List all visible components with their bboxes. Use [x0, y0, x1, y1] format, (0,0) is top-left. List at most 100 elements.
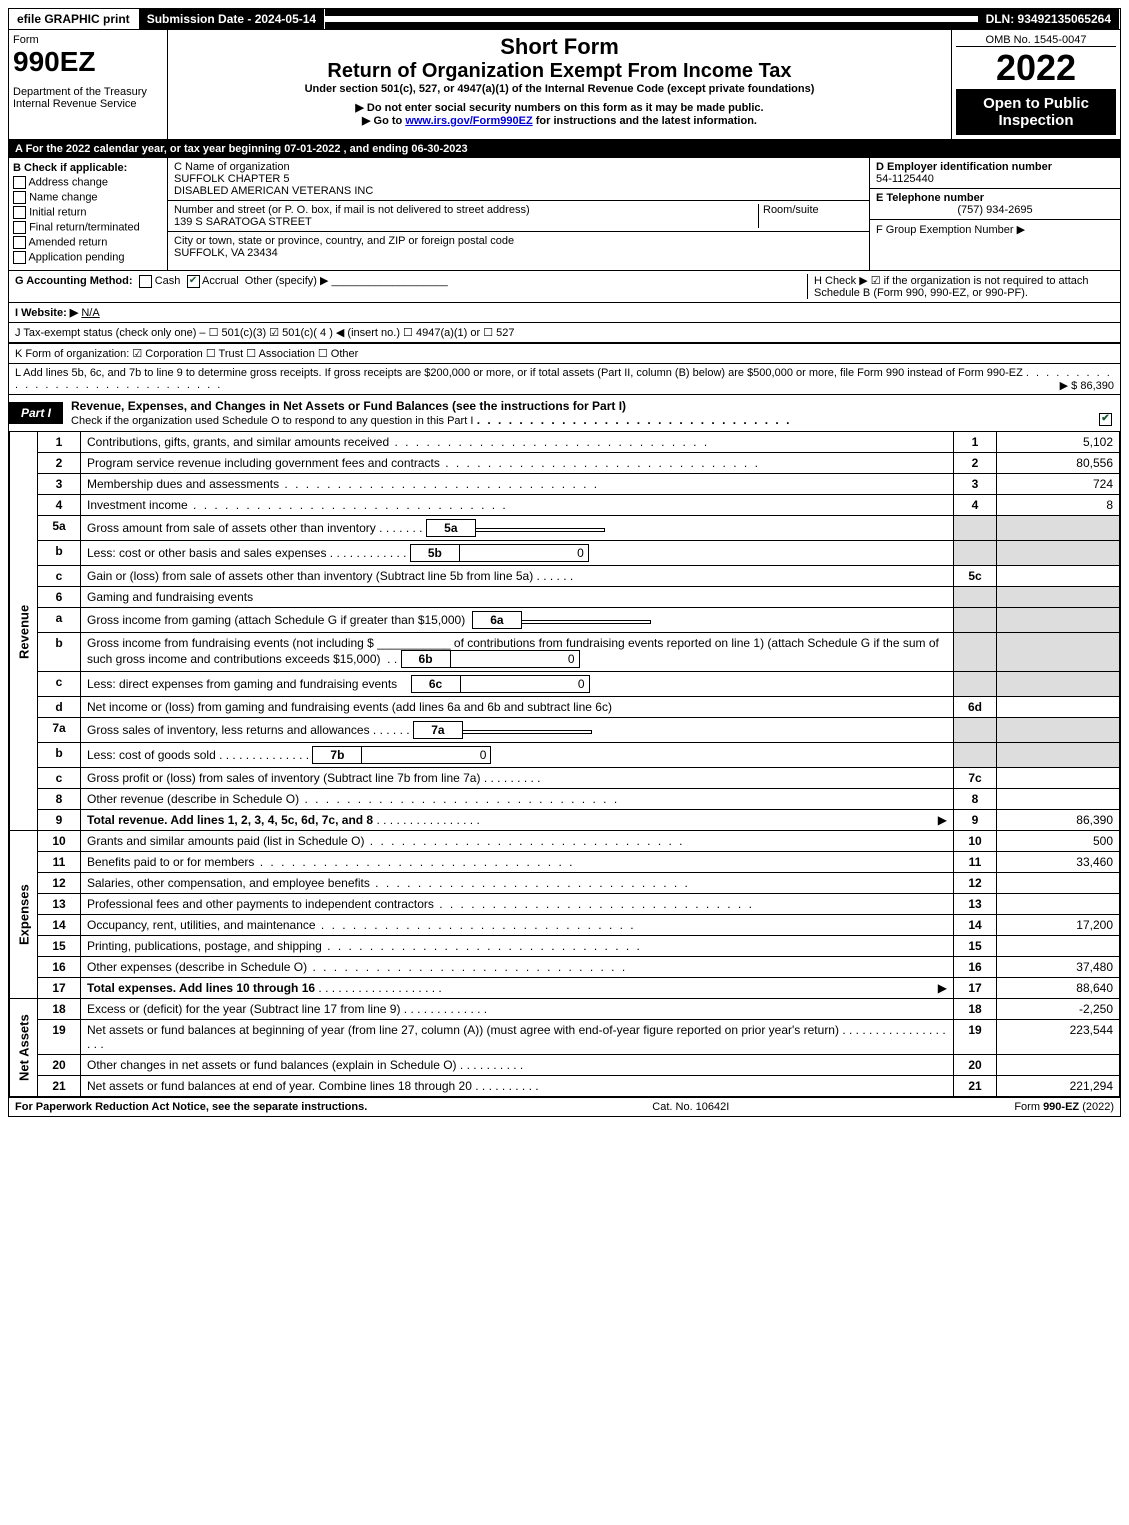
line-ref: 6d: [954, 697, 997, 718]
line-desc: Less: cost or other basis and sales expe…: [87, 546, 326, 560]
row-k: K Form of organization: ☑ Corporation ☐ …: [9, 342, 1120, 363]
ssn-warning: ▶ Do not enter social security numbers o…: [172, 101, 947, 114]
line-desc: Net income or (loss) from gaming and fun…: [81, 697, 954, 718]
footer-left: For Paperwork Reduction Act Notice, see …: [15, 1101, 367, 1113]
line-ref: 13: [954, 894, 997, 915]
f-label: F Group Exemption Number ▶: [870, 220, 1120, 239]
line-num: 15: [38, 936, 81, 957]
form-header: Form 990EZ Department of the Treasury In…: [8, 30, 1121, 140]
line-desc: Other revenue (describe in Schedule O): [87, 792, 299, 806]
line-desc: Printing, publications, postage, and shi…: [87, 939, 322, 953]
line-ref: 10: [954, 831, 997, 852]
line-num: 9: [38, 810, 81, 831]
line-desc: Gross income from gaming (attach Schedul…: [87, 613, 465, 627]
line-val: 86,390: [997, 810, 1120, 831]
cb-amended-return[interactable]: Amended return: [28, 236, 107, 248]
line-num: 1: [38, 432, 81, 453]
line-num: 13: [38, 894, 81, 915]
footer-mid: Cat. No. 10642I: [652, 1101, 729, 1113]
line-ref: 4: [954, 495, 997, 516]
cb-application-pending[interactable]: Application pending: [28, 251, 124, 263]
ein-value: 54-1125440: [876, 173, 934, 185]
line-desc: Gross sales of inventory, less returns a…: [87, 723, 370, 737]
footer: For Paperwork Reduction Act Notice, see …: [9, 1097, 1120, 1116]
inner-val: 0: [460, 544, 589, 562]
line-val: [997, 894, 1120, 915]
line-desc: Other changes in net assets or fund bala…: [87, 1058, 457, 1072]
line-ref: 17: [954, 978, 997, 999]
cb-final-return[interactable]: Final return/terminated: [29, 221, 140, 233]
form-word: Form: [13, 34, 163, 46]
c-addr-label: Number and street (or P. O. box, if mail…: [174, 204, 530, 216]
line-num: 18: [38, 999, 81, 1020]
irs-link[interactable]: www.irs.gov/Form990EZ: [405, 115, 532, 127]
g-accrual[interactable]: Accrual: [202, 275, 239, 287]
line-num: b: [38, 633, 81, 672]
cb-address-change[interactable]: Address change: [28, 176, 108, 188]
line-desc: Total expenses. Add lines 10 through 16: [87, 981, 315, 995]
inner-val: [522, 620, 651, 624]
phone-value: (757) 934-2695: [876, 204, 1114, 216]
line-desc: Professional fees and other payments to …: [87, 897, 434, 911]
line-ref: 11: [954, 852, 997, 873]
side-netassets: Net Assets: [10, 999, 38, 1097]
schedule-o-checkbox[interactable]: [1099, 413, 1112, 426]
line-num: 17: [38, 978, 81, 999]
part1-title-text: Revenue, Expenses, and Changes in Net As…: [71, 399, 626, 413]
line-val: [997, 566, 1120, 587]
line-num: 2: [38, 453, 81, 474]
lines-table: Revenue 1 Contributions, gifts, grants, …: [9, 431, 1120, 1097]
line-val: 37,480: [997, 957, 1120, 978]
line-ref: 19: [954, 1020, 997, 1055]
line-val: 5,102: [997, 432, 1120, 453]
line-ref: 12: [954, 873, 997, 894]
org-name-2: DISABLED AMERICAN VETERANS INC: [174, 185, 373, 197]
open-public: Open to Public Inspection: [956, 89, 1116, 135]
arrow-icon: ▶: [938, 981, 947, 995]
footer-right: Form 990-EZ (2022): [1014, 1101, 1114, 1113]
goto-line: ▶ Go to www.irs.gov/Form990EZ for instru…: [172, 114, 947, 127]
line-ref: 7c: [954, 768, 997, 789]
g-other: Other (specify) ▶: [245, 275, 329, 287]
inner-val: 0: [362, 746, 491, 764]
line-val: 88,640: [997, 978, 1120, 999]
line-num: 8: [38, 789, 81, 810]
section-a-container: A For the 2022 calendar year, or tax yea…: [8, 140, 1121, 1117]
line-desc: Salaries, other compensation, and employ…: [87, 876, 370, 890]
room-suite-label: Room/suite: [758, 204, 863, 228]
website-value: N/A: [81, 307, 99, 319]
efile-print[interactable]: efile GRAPHIC print: [9, 9, 139, 29]
line-num: 12: [38, 873, 81, 894]
side-expenses: Expenses: [10, 831, 38, 999]
line-desc: Less: direct expenses from gaming and fu…: [87, 677, 397, 691]
line-val: [997, 768, 1120, 789]
cb-initial-return[interactable]: Initial return: [29, 206, 86, 218]
cb-name-change[interactable]: Name change: [29, 191, 98, 203]
line-ref: 15: [954, 936, 997, 957]
line-num: 3: [38, 474, 81, 495]
org-city: SUFFOLK, VA 23434: [174, 247, 278, 259]
c-city-label: City or town, state or province, country…: [174, 235, 514, 247]
line-desc: Gross amount from sale of assets other t…: [87, 521, 376, 535]
line-ref: 9: [954, 810, 997, 831]
line-val: 223,544: [997, 1020, 1120, 1055]
header-left: Form 990EZ Department of the Treasury In…: [9, 30, 168, 139]
line-desc-1: Gross income from fundraising events (no…: [87, 636, 374, 650]
line-num: c: [38, 566, 81, 587]
line-desc: Net assets or fund balances at beginning…: [87, 1023, 839, 1037]
line-num: 6: [38, 587, 81, 608]
info-grid: B Check if applicable: Address change Na…: [9, 158, 1120, 270]
goto-pre: ▶ Go to: [362, 115, 405, 127]
line-val: [997, 697, 1120, 718]
tax-year: 2022: [956, 47, 1116, 89]
line-num: b: [38, 743, 81, 768]
line-num: b: [38, 541, 81, 566]
line-num: c: [38, 672, 81, 697]
inner-ref: 5b: [410, 544, 460, 562]
line-val: 33,460: [997, 852, 1120, 873]
g-cash[interactable]: Cash: [155, 275, 181, 287]
line-num: 11: [38, 852, 81, 873]
arrow-icon: ▶: [938, 813, 947, 827]
line-ref: 2: [954, 453, 997, 474]
part1-header: Part I Revenue, Expenses, and Changes in…: [9, 394, 1120, 431]
